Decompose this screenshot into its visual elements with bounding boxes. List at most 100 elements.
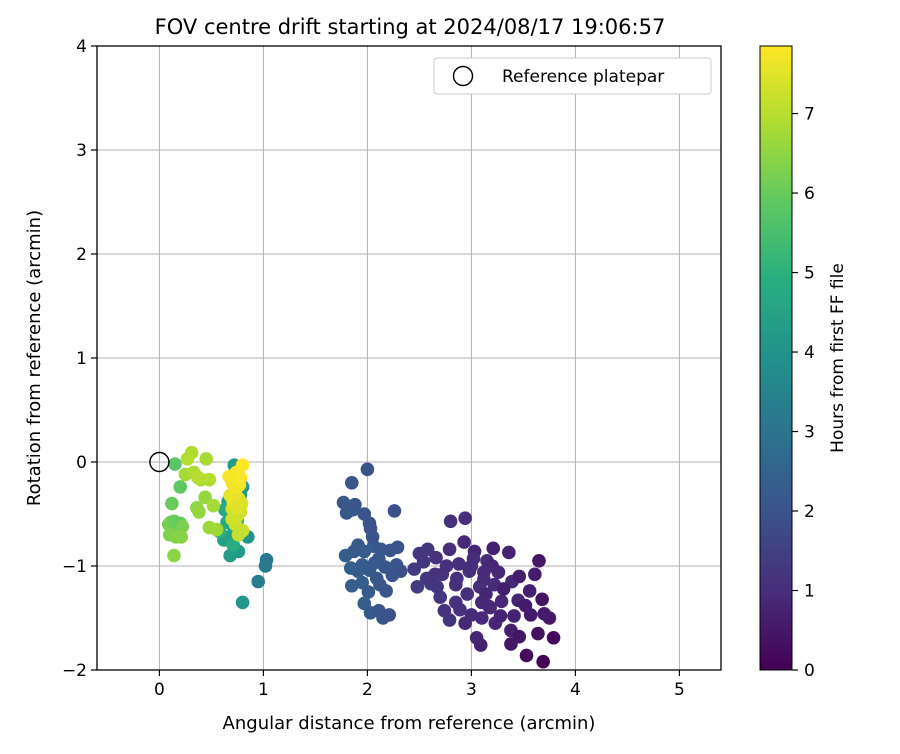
- scatter-point: [433, 590, 448, 604]
- scatter-point: [345, 476, 359, 490]
- scatter-point: [494, 594, 509, 609]
- scatter-point: [496, 582, 511, 596]
- y-axis-ticks: −2 −1 0 1 2 3 4: [62, 37, 97, 681]
- scatter-point: [528, 567, 542, 582]
- scatter-point: [168, 457, 182, 471]
- scatter-point: [536, 654, 550, 669]
- colorbar-ticks: 0 1 2 3 4 5 6 7: [792, 105, 815, 681]
- scatter-point: [235, 595, 250, 610]
- scatter-point: [167, 548, 181, 563]
- scatter-point: [180, 452, 195, 466]
- scatter-point: [428, 567, 442, 582]
- x-axis-label: Angular distance from reference (arcmin): [223, 713, 596, 734]
- scatter-point: [387, 504, 402, 518]
- scatter-point: [367, 556, 382, 570]
- x-tick-label: 1: [258, 680, 269, 700]
- scatter-point: [420, 542, 435, 557]
- x-axis-ticks: 0 1 2 3 4 5: [154, 670, 685, 700]
- scatter-point: [522, 584, 537, 598]
- scatter-point: [390, 540, 405, 555]
- colorbar-tick-label: 5: [804, 264, 815, 284]
- legend-label: Reference platepar: [502, 67, 664, 87]
- scatter-point: [460, 587, 475, 601]
- scatter-point: [223, 548, 237, 563]
- scatter-point: [457, 535, 471, 549]
- scatter-point: [453, 602, 467, 617]
- scatter-point: [231, 528, 246, 542]
- y-tick-label: 4: [76, 37, 87, 57]
- y-tick-label: 1: [76, 349, 87, 369]
- scatter-point: [206, 498, 221, 513]
- scatter-point: [174, 530, 189, 544]
- scatter-point: [175, 519, 190, 534]
- scatter-point: [458, 616, 472, 630]
- y-tick-label: 3: [76, 141, 87, 161]
- y-tick-label: −1: [62, 557, 87, 577]
- scatter-point: [475, 611, 489, 625]
- y-tick-label: −2: [62, 661, 87, 681]
- legend-marker-icon: [452, 65, 474, 87]
- grid-lines: [97, 45, 721, 671]
- x-tick-label: 2: [362, 680, 373, 700]
- x-tick-label: 4: [570, 680, 581, 700]
- scatter-point: [486, 541, 501, 556]
- scatter-point: [410, 580, 425, 594]
- scatter-point: [512, 629, 527, 644]
- colorbar: 0 1 2 3 4 5 6 7 Hours from first FF file: [759, 45, 848, 681]
- chart-title: FOV centre drift starting at 2024/08/17 …: [155, 15, 666, 39]
- scatter-point: [507, 609, 521, 623]
- scatter-point: [369, 571, 384, 586]
- scatter-point: [336, 495, 351, 510]
- y-tick-label: 2: [76, 245, 87, 265]
- colorbar-tick-label: 6: [804, 184, 815, 204]
- y-axis-label: Rotation from reference (arcmin): [24, 210, 45, 506]
- scatter-point: [439, 559, 454, 573]
- colorbar-tick-label: 0: [804, 661, 815, 681]
- scatter-point: [475, 595, 489, 610]
- scatter-point: [449, 577, 463, 592]
- scatter-point: [202, 472, 217, 487]
- scatter-point: [532, 554, 546, 568]
- colorbar-tick-label: 7: [804, 105, 815, 125]
- scatter-point: [361, 585, 376, 599]
- scatter-point: [360, 462, 375, 477]
- scatter-point: [493, 609, 508, 623]
- x-tick-label: 0: [154, 680, 165, 700]
- x-tick-label: 5: [674, 680, 685, 700]
- scatter-point: [385, 568, 400, 583]
- scatter-point: [226, 538, 241, 552]
- colorbar-label: Hours from first FF file: [828, 263, 848, 453]
- scatter-point: [477, 565, 491, 580]
- scatter-point: [173, 480, 187, 494]
- scatter-point: [382, 608, 397, 622]
- legend: Reference platepar: [433, 57, 712, 95]
- scatter-point: [233, 470, 248, 485]
- x-tick-label: 3: [466, 680, 477, 700]
- scatter-point: [518, 598, 533, 613]
- scatter-point: [469, 630, 484, 645]
- legend-box: [433, 57, 712, 95]
- scatter-point: [192, 505, 206, 519]
- scatter-point: [531, 626, 545, 641]
- scatter-point: [258, 559, 273, 573]
- scatter-point: [430, 580, 444, 594]
- colorbar-tick-label: 3: [804, 423, 815, 443]
- scatter-point: [442, 613, 457, 627]
- scatter-point: [199, 452, 213, 466]
- scatter-point: [407, 562, 422, 576]
- scatter-point: [512, 569, 527, 584]
- scatter-point: [191, 470, 205, 485]
- scatter-point: [229, 481, 244, 495]
- scatter-point: [537, 607, 551, 621]
- scatter-point: [209, 522, 224, 537]
- scatter-point: [452, 557, 466, 571]
- scatter-point: [251, 574, 265, 589]
- scatter-point: [429, 550, 443, 565]
- scatter-point: [443, 514, 458, 529]
- scatter-point: [365, 530, 380, 544]
- scatter-point: [519, 648, 534, 663]
- scatter-point: [198, 490, 212, 505]
- scatter-point: [442, 542, 457, 557]
